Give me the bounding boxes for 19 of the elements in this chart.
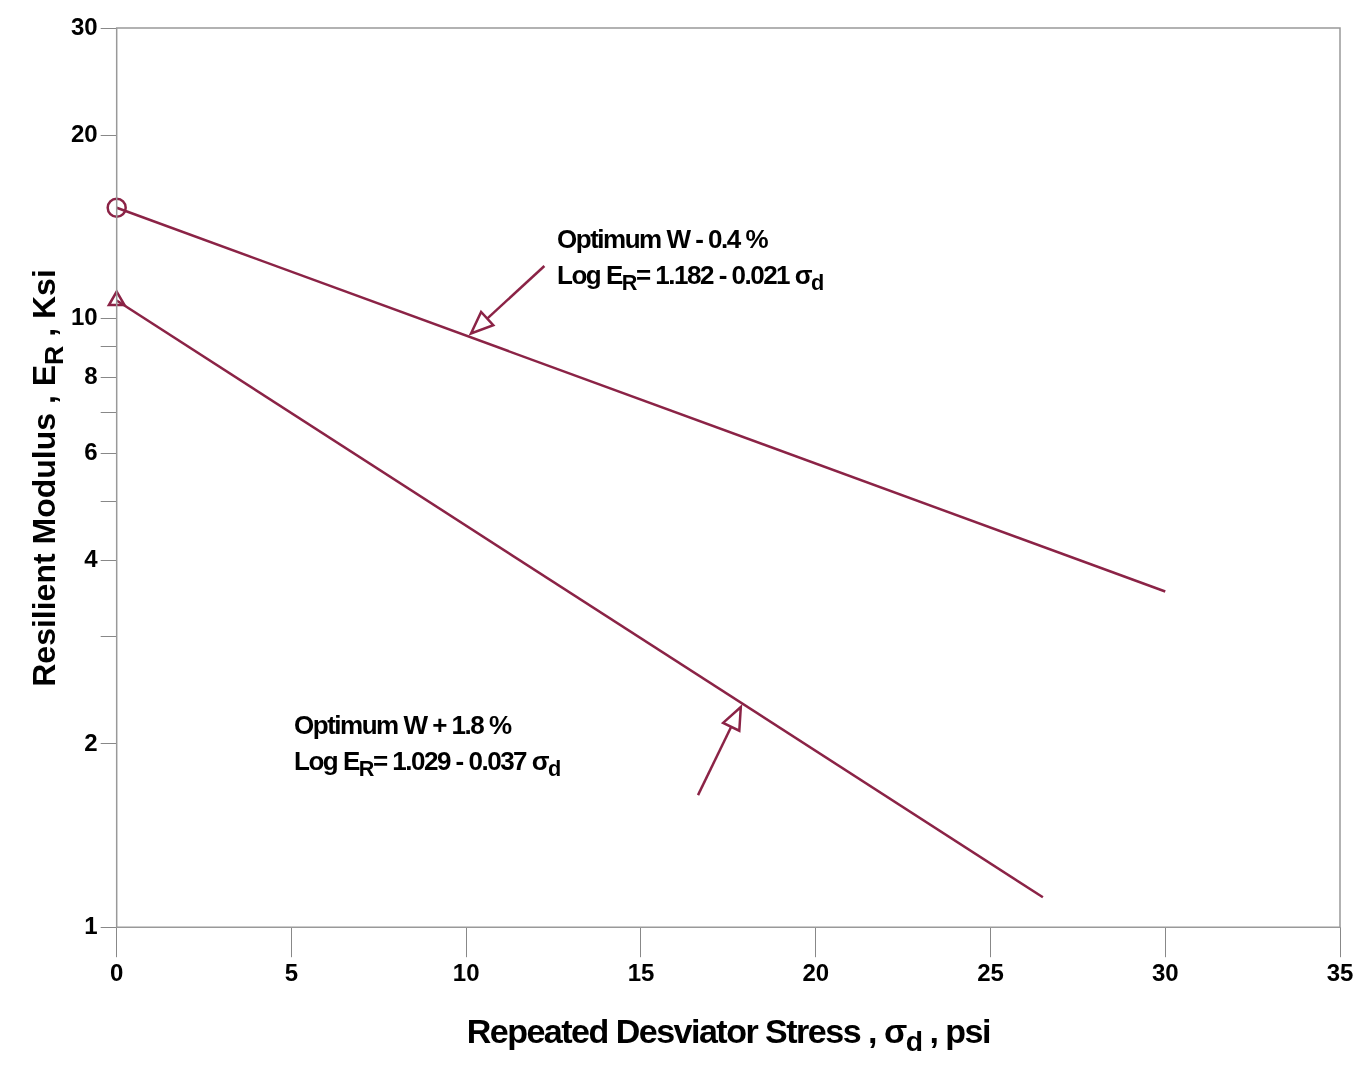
y-tick-label: 4	[84, 545, 99, 573]
x-tick-label: 0	[110, 959, 124, 987]
y-tick-label: 2	[84, 728, 98, 756]
x-axis-title: Repeated Desviator Stress , σ$_{d}$ , psi	[465, 1012, 991, 1058]
x-tick-label: 20	[802, 959, 830, 987]
y-tick-label: 30	[70, 12, 98, 40]
x-tick-label: 15	[627, 959, 655, 987]
y-tick-label: 8	[84, 362, 98, 390]
x-tick-label: 35	[1326, 959, 1354, 987]
y-tick-label: 1	[84, 911, 98, 939]
annotation: Optimum W + 1.8 % Log E$_{R}$= 1.029 - 0.037 σ$_{d}$	[294, 708, 560, 784]
annotation: Optimum W - 0.4 % Log E$_{R}$= 1.182 - 0.021 σ$_{d}$	[557, 223, 823, 298]
y-tick-label: 20	[70, 119, 98, 147]
x-tick-label: 10	[452, 959, 480, 987]
y-tick-label: 6	[84, 438, 98, 466]
x-tick-label: 25	[977, 959, 1004, 987]
x-tick-label: 30	[1151, 959, 1179, 987]
x-tick-label: 5	[284, 959, 299, 987]
y-tick-label: 10	[70, 303, 98, 331]
